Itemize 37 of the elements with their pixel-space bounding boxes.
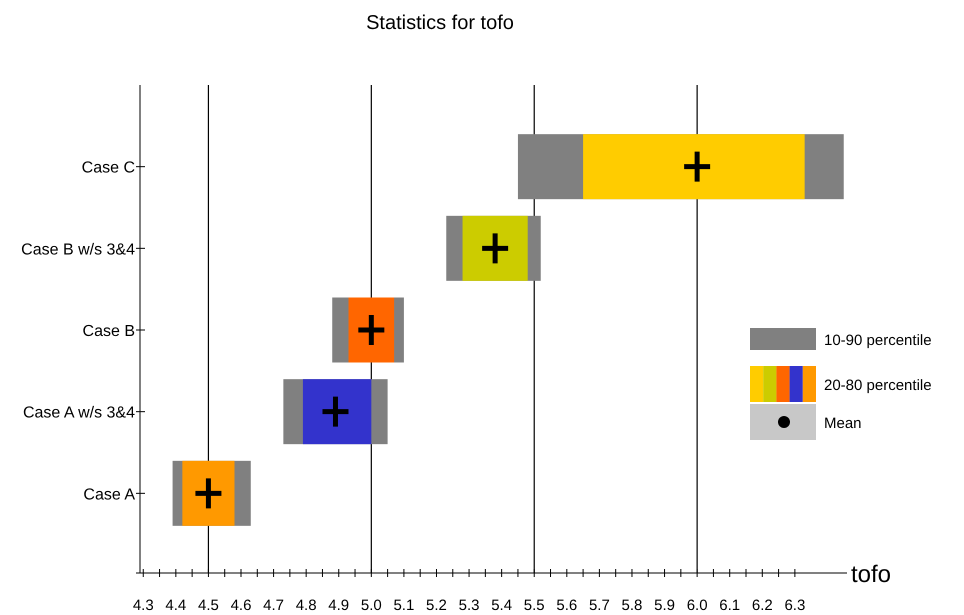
y-tick-label: Case A [83,486,136,504]
x-tick-label: 5.2 [426,597,447,614]
bar [182,460,234,526]
legend-label: 10-90 percentile [824,332,932,349]
y-tick-label: Case A w/s 3&4 [22,404,136,422]
x-tick-label: 5.6 [556,597,578,614]
x-tick-label: 5.0 [360,597,382,614]
point [684,152,710,182]
x-tick-label: 4.3 [132,597,154,614]
y-tick-label: Case C [82,160,135,177]
x-tick-label: 5.8 [622,597,642,614]
legend-label: 20-80 percentile [824,377,932,394]
legend-label: Mean [824,415,862,432]
bar [583,134,805,200]
y-tick-label: Case B w/s 3&4 [21,241,136,258]
chart-title: Statistics for tofo [366,12,514,34]
x-tick-label: 4.8 [296,597,317,614]
x-tick-label: 4.6 [230,597,252,614]
x-tick-label: 5.9 [654,597,675,614]
x-tick-label: 6.0 [686,597,708,614]
bar [302,379,372,444]
x-tick-label: 5.4 [491,597,512,614]
x-axis-title: tofo [851,561,892,588]
x-tick-label: 5.1 [393,597,414,614]
x-tick-label: 5.7 [588,597,610,614]
x-tick-label: 5.3 [458,597,480,614]
x-tick-label: 4.4 [165,597,186,614]
x-tick-label: 4.7 [263,597,284,614]
x-tick-label: 4.9 [328,597,350,614]
x-tick-label: 6.2 [752,597,773,614]
x-tick-label: 5.5 [524,597,545,614]
x-tick-label: 6.3 [784,597,806,614]
y-tick-label: Case B [82,323,135,340]
x-tick-label: 6.1 [719,597,740,614]
bar [348,298,394,362]
x-tick-label: 4.5 [198,597,219,614]
bar [462,216,528,281]
